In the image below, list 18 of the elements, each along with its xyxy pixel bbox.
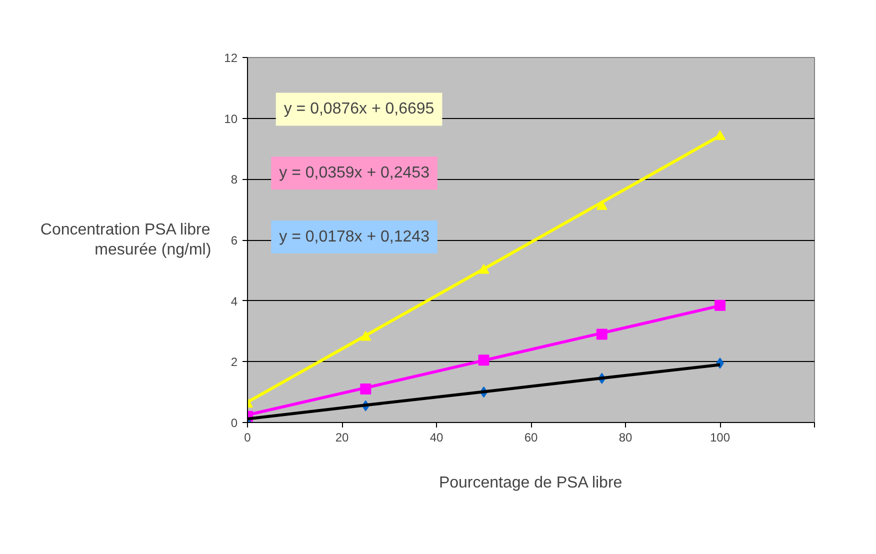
annotation: y = 0,0359x + 0,2453 (279, 164, 430, 182)
x-tick-label: 20 (335, 430, 349, 444)
x-tick-label: 100 (710, 430, 730, 444)
x-axis-title: Pourcentage de PSA libre (438, 474, 622, 492)
y-tick-label: 4 (230, 294, 238, 308)
x-tick-label: 60 (524, 430, 538, 444)
y-tick-label: 2 (230, 355, 238, 370)
y-tick-label: 0 (230, 416, 238, 430)
y-tick-label: 6 (230, 234, 238, 248)
x-tick-label: 80 (618, 430, 632, 444)
y-axis-title: Concentration PSA libre mesurée (ng/ml) (40, 221, 212, 259)
y-tick-label: 8 (230, 172, 238, 187)
x-tick-label: 0 (244, 430, 252, 444)
y-tick-label: 10 (224, 112, 238, 126)
y-tick-label: 12 (224, 51, 238, 65)
x-tick-label: 40 (430, 430, 444, 444)
annotation: y = 0,0178x + 0,1243 (279, 228, 430, 246)
annotation: y = 0,0876x + 0,6695 (284, 100, 434, 118)
